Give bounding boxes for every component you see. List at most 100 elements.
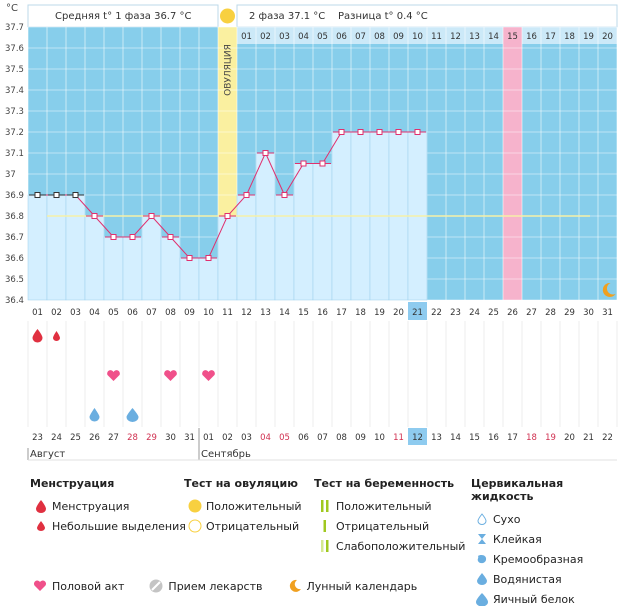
ovulation-label: ОВУЛЯЦИЯ bbox=[224, 44, 234, 96]
calendar-date-label: 10 bbox=[374, 433, 385, 443]
legend-menstruation-title: Менструация bbox=[30, 477, 115, 490]
cycle-day-label: 01 bbox=[32, 308, 43, 318]
temperature-point bbox=[34, 192, 41, 198]
phase2-day-label: 01 bbox=[241, 32, 252, 42]
cycle-day-label: 16 bbox=[317, 308, 328, 318]
phase2-day-label: 12 bbox=[450, 32, 461, 42]
cycle-day-label: 23 bbox=[450, 308, 461, 318]
cycle-day-label: 14 bbox=[279, 308, 290, 318]
calendar-date-label: 27 bbox=[108, 433, 119, 443]
cycle-day-label: 05 bbox=[108, 308, 119, 318]
phase2-day-label: 14 bbox=[488, 32, 499, 42]
calendar-date-label: 31 bbox=[184, 433, 195, 443]
phase2-day-label: 17 bbox=[545, 32, 556, 42]
temperature-bar bbox=[65, 194, 86, 301]
legend-pregnancy-negative: Отрицательный bbox=[336, 519, 430, 533]
calendar-date-label: 08 bbox=[336, 433, 347, 443]
calendar-date-label: 28 bbox=[127, 433, 138, 443]
cycle-day-label: 24 bbox=[469, 308, 480, 318]
calendar-date-label: 12 bbox=[412, 433, 423, 443]
temperature-point bbox=[243, 192, 250, 198]
cycle-day-label: 29 bbox=[564, 308, 575, 318]
moon-icon bbox=[285, 579, 305, 593]
legend-ovulation-test: Тест на овуляцию Положительный Отрицател… bbox=[184, 477, 302, 536]
cream-drop-icon bbox=[471, 553, 493, 565]
temperature-point bbox=[129, 234, 136, 240]
sun-filled-icon bbox=[184, 499, 206, 513]
phase2-day-label: 07 bbox=[355, 32, 366, 42]
hourglass-icon bbox=[471, 533, 493, 545]
cycle-day-label: 30 bbox=[583, 308, 594, 318]
phase2-day-label: 11 bbox=[431, 32, 442, 42]
legend-medication-label: Прием лекарств bbox=[168, 579, 263, 593]
cycle-day-label: 06 bbox=[127, 308, 138, 318]
calendar-date-label: 17 bbox=[507, 433, 518, 443]
faint-lines-icon bbox=[314, 540, 336, 552]
temperature-point bbox=[414, 129, 421, 135]
phase2-day-label: 08 bbox=[374, 32, 385, 42]
legend-menstruation-item: Менструация bbox=[52, 499, 130, 513]
y-tick-label: 37 bbox=[5, 170, 16, 180]
intercourse-heart bbox=[164, 370, 177, 381]
header-diff: Разница t° 0.4 °C bbox=[338, 11, 428, 22]
y-tick-label: 37.6 bbox=[5, 44, 24, 54]
temperature-point bbox=[91, 213, 98, 219]
legend-cervical-sticky: Клейкая bbox=[493, 532, 542, 546]
cycle-day-label: 03 bbox=[70, 308, 81, 318]
calendar-date-label: 07 bbox=[317, 433, 328, 443]
month-label: Сентябрь bbox=[201, 449, 251, 460]
phase2-day-label: 05 bbox=[317, 32, 328, 42]
temperature-point bbox=[224, 213, 231, 219]
phase2-day-label: 02 bbox=[260, 32, 271, 42]
phase2-day-label: 06 bbox=[336, 32, 347, 42]
calendar-date-label: 15 bbox=[469, 433, 480, 443]
calendar-date-label: 09 bbox=[355, 433, 366, 443]
phase2-day-label: 15 bbox=[507, 32, 518, 42]
header-avg2: 2 фаза 37.1 °C bbox=[249, 11, 325, 22]
legend-intercourse: Половой акт bbox=[30, 580, 124, 593]
cycle-day-label: 10 bbox=[203, 308, 214, 318]
legend-ovulation-negative: Отрицательный bbox=[206, 519, 300, 533]
legend-pregnancy-test: Тест на беременность Положительный Отриц… bbox=[314, 477, 465, 556]
calendar-date-label: 24 bbox=[51, 433, 62, 443]
header-avg1: Средняя t° 1 фаза 36.7 °C bbox=[55, 11, 192, 22]
moon-icon bbox=[602, 282, 616, 297]
phase2-day-label: 19 bbox=[583, 32, 594, 42]
cervical-eggwhite bbox=[126, 408, 139, 422]
temperature-point bbox=[300, 160, 307, 167]
temperature-bar bbox=[236, 194, 257, 301]
calendar-date-label: 16 bbox=[488, 433, 499, 443]
current-day-marker bbox=[408, 302, 427, 320]
cervical-watery bbox=[89, 408, 100, 422]
temperature-bar bbox=[141, 215, 162, 301]
cycle-day-label: 26 bbox=[507, 308, 518, 318]
legend-pregnancy-test-title: Тест на беременность bbox=[314, 477, 455, 490]
temperature-point bbox=[186, 255, 193, 261]
temperature-point bbox=[148, 213, 155, 219]
legend-pregnancy-positive: Положительный bbox=[336, 499, 432, 513]
temperature-point bbox=[205, 255, 212, 261]
y-axis-unit: °C bbox=[6, 3, 18, 14]
calendar-date-label: 18 bbox=[526, 433, 537, 443]
temperature-point bbox=[110, 234, 117, 240]
legend-cervical-dry: Сухо bbox=[493, 512, 521, 526]
y-tick-label: 36.7 bbox=[5, 233, 24, 243]
temperature-bar bbox=[46, 194, 67, 301]
drop-big-icon bbox=[30, 499, 52, 513]
phase2-day-label: 09 bbox=[393, 32, 404, 42]
y-tick-label: 36.6 bbox=[5, 254, 24, 264]
calendar-date-label: 25 bbox=[70, 433, 81, 443]
cycle-day-label: 18 bbox=[355, 308, 366, 318]
y-tick-label: 36.9 bbox=[5, 191, 24, 201]
pill-icon bbox=[146, 579, 166, 593]
y-tick-label: 37.5 bbox=[5, 65, 24, 75]
drop-blue-icon bbox=[471, 573, 493, 585]
temperature-bar bbox=[293, 163, 314, 301]
cycle-day-label: 19 bbox=[374, 308, 385, 318]
current-date-marker bbox=[408, 428, 427, 445]
temperature-point bbox=[167, 234, 174, 240]
temperature-bar bbox=[312, 163, 333, 301]
menstruation-drop bbox=[32, 329, 43, 343]
y-tick-label: 36.8 bbox=[5, 212, 24, 222]
temperature-bar bbox=[198, 257, 219, 301]
